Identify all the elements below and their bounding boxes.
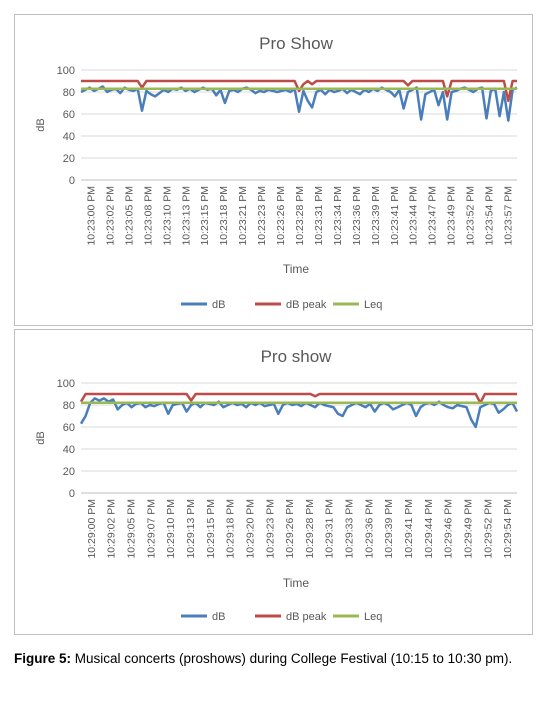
line-chart-2: Pro show 0 20 40 60 80 100 dB 10:29:00 PM 10:29:0… <box>35 347 519 623</box>
x-tick-label: 10:29:28 PM <box>304 499 316 559</box>
figure-caption-label: Figure 5: <box>14 651 72 666</box>
x-tick-label: 10:29:13 PM <box>185 499 197 559</box>
y-tick-label: 80 <box>63 87 75 99</box>
series-line-db <box>79 397 519 429</box>
chart-panel-pro-show-2: Pro show 0 20 40 60 80 100 dB 10:29:00 PM 10:29:0… <box>14 329 533 635</box>
x-tick-label: 10:23:47 PM <box>427 186 439 246</box>
x-tick-label: 10:23:52 PM <box>465 186 477 246</box>
x-tick-label: 10:29:20 PM <box>244 499 256 559</box>
x-tick-label: 10:23:02 PM <box>104 186 116 246</box>
y-tick-label: 0 <box>69 488 75 500</box>
y-tick-label: 0 <box>69 175 75 187</box>
x-tick-label: 10:23:26 PM <box>275 186 287 246</box>
x-axis-label: Time <box>283 576 310 590</box>
x-tick-label: 10:29:36 PM <box>363 499 375 559</box>
x-tick-label: 10:29:46 PM <box>443 499 455 559</box>
series-line-db-peak <box>79 392 517 405</box>
legend-label-db: dB <box>212 299 225 311</box>
x-tick-label: 10:23:00 PM <box>85 186 97 246</box>
x-tick-label: 10:23:23 PM <box>256 186 268 246</box>
series-line-db-peak <box>81 79 517 103</box>
y-tick-label: 40 <box>63 131 75 143</box>
series-line-db <box>80 85 518 122</box>
x-tick-label: 10:23:28 PM <box>294 186 306 246</box>
x-tick-label: 10:23:34 PM <box>332 186 344 246</box>
x-tick-label: 10:23:31 PM <box>313 186 325 246</box>
line-chart-1: Pro Show 0 20 40 60 80 100 dB 10:23:00 PM 10:23:0… <box>35 34 518 311</box>
x-tick-label: 10:23:18 PM <box>218 186 230 246</box>
y-tick-label: 60 <box>63 109 75 121</box>
chart-title: Pro Show <box>259 34 333 53</box>
x-tick-label: 10:29:31 PM <box>324 499 336 559</box>
x-tick-label: 10:29:44 PM <box>423 499 435 559</box>
x-tick-label: 10:23:54 PM <box>484 186 496 246</box>
y-tick-label: 20 <box>63 153 75 165</box>
x-tick-label: 10:23:44 PM <box>408 186 420 246</box>
y-tick-label: 80 <box>63 400 75 412</box>
x-axis-label: Time <box>283 262 310 276</box>
x-tick-label: 10:29:54 PM <box>502 499 514 559</box>
legend-label-leq: Leq <box>364 299 382 311</box>
x-tick-label: 10:23:57 PM <box>503 186 515 246</box>
x-tick-label: 10:29:00 PM <box>86 499 98 559</box>
x-tick-label: 10:29:02 PM <box>106 499 118 559</box>
y-tick-label: 60 <box>63 422 75 434</box>
figure-caption-text: Musical concerts (proshows) during Colle… <box>71 651 513 666</box>
legend-label-db-peak: dB peak <box>286 611 327 623</box>
x-tick-label: 10:29:15 PM <box>205 499 217 559</box>
x-tick-label: 10:29:18 PM <box>225 499 237 559</box>
x-tick-label: 10:23:21 PM <box>237 186 249 246</box>
x-tick-label: 10:29:07 PM <box>145 499 157 559</box>
y-axis-label: dB <box>35 431 47 444</box>
x-tick-label: 10:29:05 PM <box>126 499 138 559</box>
x-tick-label: 10:23:15 PM <box>199 186 211 246</box>
x-tick-label: 10:23:49 PM <box>446 186 458 246</box>
x-tick-label: 10:23:10 PM <box>161 186 173 246</box>
x-tick-label: 10:29:39 PM <box>383 499 395 559</box>
chart-title: Pro show <box>261 347 333 366</box>
x-tick-label: 10:23:08 PM <box>142 186 154 246</box>
x-tick-label: 10:23:13 PM <box>180 186 192 246</box>
y-tick-label: 40 <box>63 444 75 456</box>
figure-caption: Figure 5: Musical concerts (proshows) du… <box>14 648 536 670</box>
x-tick-label: 10:29:41 PM <box>403 499 415 559</box>
x-tick-label: 10:29:26 PM <box>284 499 296 559</box>
legend-label-db: dB <box>212 611 225 623</box>
legend-label-db-peak: dB peak <box>286 299 327 311</box>
x-tick-label: 10:23:41 PM <box>389 186 401 246</box>
x-tick-label: 10:29:10 PM <box>165 499 177 559</box>
x-tick-label: 10:23:05 PM <box>123 186 135 246</box>
y-tick-label: 100 <box>57 378 75 390</box>
legend-label-leq: Leq <box>364 611 382 623</box>
x-tick-label: 10:29:52 PM <box>482 499 494 559</box>
chart-panel-pro-show: Pro Show 0 20 40 60 80 100 dB 10:23:00 PM 10:23:0… <box>14 14 533 326</box>
y-tick-label: 20 <box>63 466 75 478</box>
x-tick-label: 10:23:39 PM <box>370 186 382 246</box>
x-tick-label: 10:29:49 PM <box>462 499 474 559</box>
x-tick-label: 10:29:23 PM <box>264 499 276 559</box>
y-tick-label: 100 <box>57 65 75 77</box>
y-axis-label: dB <box>35 118 47 131</box>
x-tick-label: 10:29:33 PM <box>344 499 356 559</box>
x-tick-label: 10:23:36 PM <box>351 186 363 246</box>
